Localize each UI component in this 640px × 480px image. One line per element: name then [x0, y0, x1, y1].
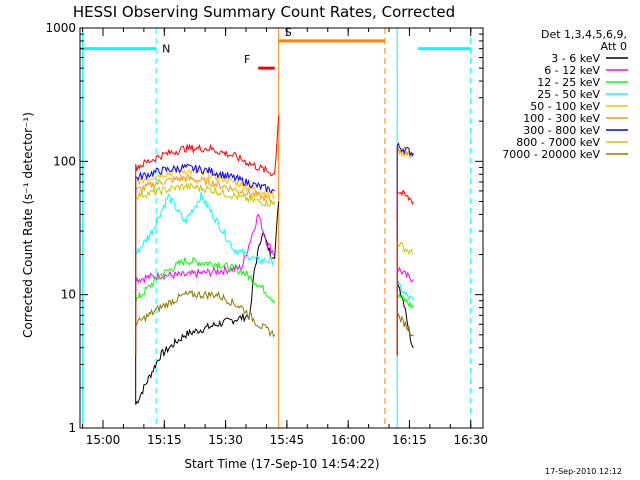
x-tick-label-3: 15:45 [270, 433, 305, 447]
series-line-3-1 [396, 282, 414, 356]
flag-label-S: S [285, 26, 292, 39]
plot-frame [79, 27, 484, 429]
series-line-4-0 [135, 166, 276, 356]
y-axis-label: Corrected Count Rate (s⁻¹ detector⁻¹) [21, 112, 35, 338]
series-line-7-0 [135, 182, 275, 356]
x-tick-label-5: 16:15 [392, 433, 427, 447]
legend-label-0: 3 - 6 keV [551, 52, 600, 65]
legend-header-0: Det 1,3,4,5,6,9, [541, 28, 627, 41]
chart-title: HESSI Observing Summary Count Rates, Cor… [73, 3, 455, 21]
legend-header-1: Att 0 [601, 40, 627, 53]
series-line-8-1 [396, 313, 414, 356]
series-line-7-1 [396, 241, 414, 356]
flag-bars: N S F [80, 26, 471, 70]
x-tick-label-6: 16:30 [453, 433, 488, 447]
series-line-2-1 [396, 292, 414, 356]
y-tick-label-1: 10 [61, 288, 76, 302]
series-line-6-1 [396, 142, 414, 356]
series-line-9-1 [396, 189, 414, 356]
series-line-6-0 [135, 163, 275, 356]
series-line-2-0 [135, 256, 276, 356]
series-line-0-0 [135, 201, 280, 405]
series-line-1-0 [135, 213, 275, 356]
legend-label-6: 300 - 800 keV [523, 124, 600, 137]
timestamp-footer: 17-Sep-2010 12:12 [545, 467, 622, 476]
x-tick-label-1: 15:15 [147, 433, 182, 447]
series-line-0-1 [396, 276, 414, 356]
y-axis-ticks: 1 10 100 1000 [45, 21, 483, 435]
x-tick-label-2: 15:30 [208, 433, 243, 447]
legend-label-3: 25 - 50 keV [537, 88, 600, 101]
legend-label-5: 100 - 300 keV [523, 112, 600, 125]
x-axis-ticks: 15:00 15:15 15:30 15:45 16:00 16:15 16:30 [82, 28, 488, 447]
x-tick-label-4: 16:00 [331, 433, 366, 447]
y-tick-label-2: 100 [53, 154, 76, 168]
legend-label-4: 50 - 100 keV [530, 100, 600, 113]
legend-label-8: 7000 - 20000 keV [502, 148, 600, 161]
legend-label-7: 800 - 7000 keV [516, 136, 600, 149]
series-line-8-0 [135, 289, 276, 356]
y-tick-label-0: 1 [68, 421, 76, 435]
legend-label-2: 12 - 25 keV [537, 76, 600, 89]
flag-label-N: N [162, 43, 170, 56]
series-line-1-1 [396, 266, 414, 356]
y-tick-label-3: 1000 [45, 21, 76, 35]
legend-label-1: 6 - 12 keV [544, 64, 600, 77]
vertical-markers [82, 28, 472, 428]
series-line-3-0 [135, 191, 276, 356]
series-line-9-0 [135, 115, 280, 356]
flag-label-F: F [244, 53, 250, 66]
x-axis-label: Start Time (17-Sep-10 14:54:22) [184, 457, 379, 471]
x-tick-label-0: 15:00 [86, 433, 121, 447]
series-line-5-0 [135, 173, 276, 356]
data-series [135, 115, 414, 405]
